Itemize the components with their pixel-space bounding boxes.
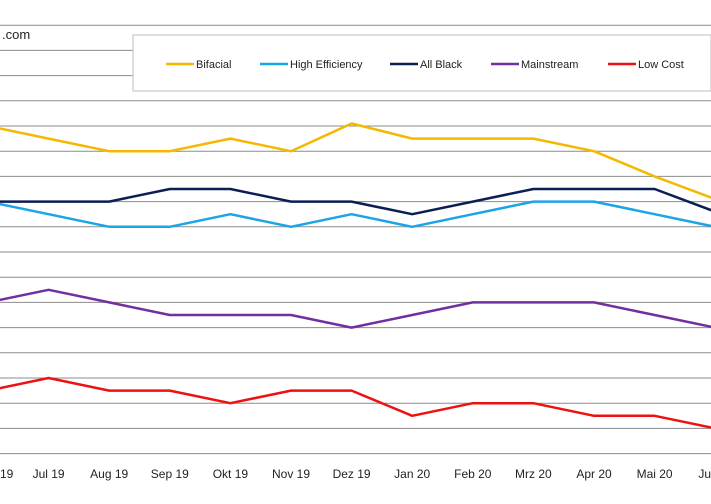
series-line-mainstream: [0, 288, 711, 329]
x-tick-label: Apr 20: [576, 467, 612, 481]
x-tick-label: Sep 19: [151, 467, 189, 481]
x-tick-label: Okt 19: [213, 467, 249, 481]
x-tick-label: 19: [0, 467, 14, 481]
watermark-text: .com: [2, 27, 30, 42]
legend-label: All Black: [420, 59, 463, 71]
series-line-low-cost: [0, 376, 711, 429]
x-tick-label: Jul 19: [33, 467, 65, 481]
x-tick-label: Jan 20: [394, 467, 430, 481]
x-tick-label: Aug 19: [90, 467, 128, 481]
legend-label: High Efficiency: [290, 59, 363, 71]
legend: Bifacial High Efficiency All Black Mainstre…: [132, 34, 711, 92]
legend-label: Low Cost: [638, 59, 684, 71]
x-axis-tick-labels: 19 Jul 19 Aug 19 Sep 19 Okt 19 Nov 19 Dez 19 Ja…: [0, 467, 711, 481]
legend-label: Mainstream: [521, 59, 578, 71]
x-tick-label: Nov 19: [272, 467, 310, 481]
series-line-high-efficiency: [0, 200, 711, 229]
x-tick-label: Feb 20: [454, 467, 492, 481]
x-tick-label: Mai 20: [637, 467, 673, 481]
series-line-bifacial: [0, 122, 711, 199]
x-tick-label: Mrz 20: [515, 467, 552, 481]
series-lines: [0, 122, 711, 429]
x-tick-label: Dez 19: [333, 467, 371, 481]
series-line-all-black: [0, 187, 711, 216]
x-tick-label: Ju: [698, 467, 711, 481]
legend-label: Bifacial: [196, 59, 231, 71]
